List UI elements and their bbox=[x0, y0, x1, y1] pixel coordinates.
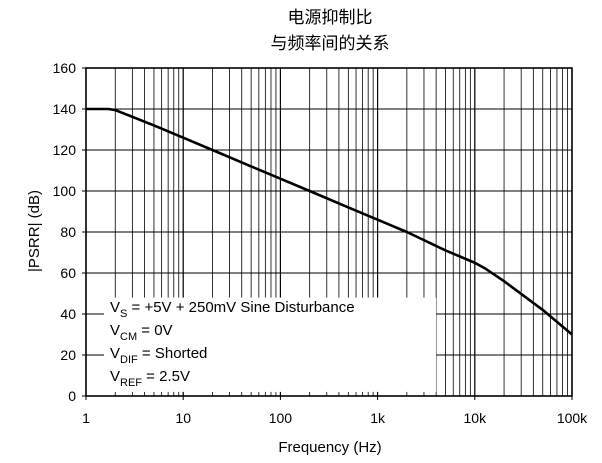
y-tick-label: 100 bbox=[53, 183, 77, 199]
y-tick-label: 60 bbox=[60, 265, 76, 281]
y-tick-label: 40 bbox=[60, 306, 76, 322]
y-tick-label: 140 bbox=[53, 101, 77, 117]
condition-line-2: VDIF = Shorted bbox=[110, 345, 207, 366]
series-layer bbox=[86, 107, 573, 336]
chart-title-line-2: 与频率间的关系 bbox=[271, 34, 390, 54]
x-axis-label: Frequency (Hz) bbox=[278, 439, 381, 456]
y-tick-label: 0 bbox=[68, 388, 76, 404]
y-axis-label: |PSRR| (dB) bbox=[26, 190, 43, 272]
y-tick-label: 160 bbox=[53, 60, 77, 76]
annotation-background bbox=[104, 297, 437, 392]
chart-title-line-1: 电源抑制比 bbox=[288, 8, 373, 28]
condition-line-3: VREF = 2.5V bbox=[110, 368, 190, 389]
x-tick-label: 1 bbox=[82, 410, 90, 426]
x-tick-label: 100 bbox=[269, 410, 293, 426]
y-tick-labels: 0 20 40 60 80 100 120 140 160 bbox=[53, 60, 86, 404]
x-tick-label: 10k bbox=[464, 410, 488, 426]
condition-line-0: VS = +5V + 250mV Sine Disturbance bbox=[110, 299, 355, 320]
x-tick-labels: 1 10 100 1k 10k 100k bbox=[82, 396, 588, 426]
x-tick-label: 100k bbox=[557, 410, 588, 426]
series-line-0 bbox=[86, 107, 573, 336]
y-tick-label: 120 bbox=[53, 142, 77, 158]
condition-line-1: VCM = 0V bbox=[110, 322, 173, 343]
y-tick-label: 80 bbox=[60, 224, 76, 240]
x-tick-label: 10 bbox=[175, 410, 191, 426]
x-tick-label: 1k bbox=[370, 410, 386, 426]
y-tick-label: 20 bbox=[60, 347, 76, 363]
